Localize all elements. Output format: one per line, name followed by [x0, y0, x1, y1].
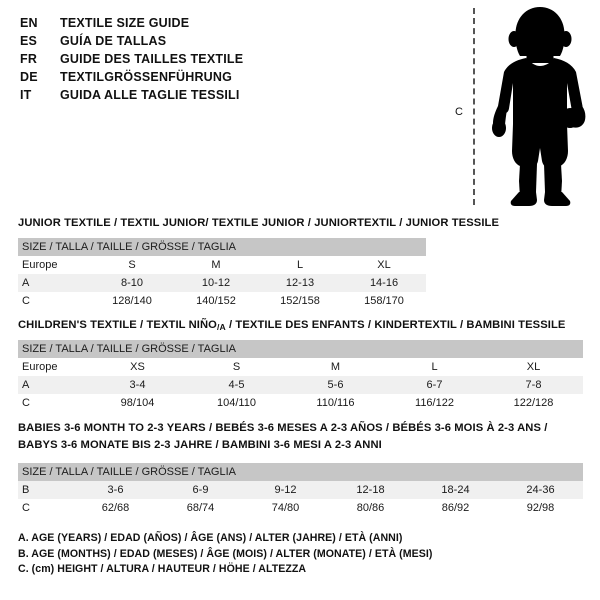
cell: 80/86	[328, 499, 413, 517]
row-label: C	[18, 394, 88, 412]
cell: 62/68	[73, 499, 158, 517]
table-band-children: SIZE / TALLA / TAILLE / GRÖSSE / TAGLIA	[18, 340, 584, 358]
cell: 3-6	[73, 481, 158, 499]
cell: 110/116	[286, 394, 385, 412]
table-row: B 3-6 6-9 9-12 12-18 18-24 24-36	[18, 481, 583, 499]
language-code-fr: FR	[20, 52, 38, 66]
legend-line-a: A. AGE (YEARS) / EDAD (AÑOS) / ÂGE (ANS)…	[18, 532, 403, 544]
size-table-junior: SIZE / TALLA / TAILLE / GRÖSSE / TAGLIA …	[18, 238, 427, 310]
table-row: C 128/140 140/152 152/158 158/170	[18, 292, 427, 310]
cell: 98/104	[88, 394, 187, 412]
language-title-en: TEXTILE SIZE GUIDE	[60, 16, 190, 30]
table-band-babies: SIZE / TALLA / TAILLE / GRÖSSE / TAGLIA	[18, 463, 583, 481]
cell: 116/122	[385, 394, 484, 412]
section-title-babies-line1: BABIES 3-6 MONTH TO 2-3 YEARS / BEBÉS 3-…	[18, 422, 548, 434]
table-row: A 8-10 10-12 12-13 14-16	[18, 274, 427, 292]
cell: 24-36	[498, 481, 583, 499]
language-code-en: EN	[20, 16, 38, 30]
height-reference-figure: C	[450, 0, 600, 212]
cell: XS	[88, 358, 187, 376]
cell: 14-16	[342, 274, 427, 292]
band-label-children: SIZE / TALLA / TAILLE / GRÖSSE / TAGLIA	[18, 340, 584, 358]
cell: M	[174, 256, 258, 274]
cell: L	[385, 358, 484, 376]
cell: 158/170	[342, 292, 427, 310]
legend-line-c: C. (cm) HEIGHT / ALTURA / HAUTEUR / HÖHE…	[18, 563, 307, 575]
row-label: C	[18, 292, 90, 310]
size-table-babies: SIZE / TALLA / TAILLE / GRÖSSE / TAGLIA …	[18, 463, 583, 517]
cell: 6-7	[385, 376, 484, 394]
language-row-fr: FR GUIDE DES TAILLES TEXTILE	[20, 50, 420, 68]
language-title-de: TEXTILGRÖSSENFÜHRUNG	[60, 70, 233, 84]
legend-line-b: B. AGE (MONTHS) / EDAD (MESES) / ÂGE (MO…	[18, 547, 433, 560]
cell: XL	[342, 256, 427, 274]
cell: S	[90, 256, 174, 274]
cell: 6-9	[158, 481, 243, 499]
language-row-en: EN TEXTILE SIZE GUIDE	[20, 14, 420, 32]
cell: 8-10	[90, 274, 174, 292]
table-row: C 62/68 68/74 74/80 80/86 86/92 92/98	[18, 499, 583, 517]
section-title-children-sub: /A	[216, 321, 226, 332]
language-code-it: IT	[20, 88, 32, 102]
row-label: B	[18, 481, 73, 499]
row-label: Europe	[18, 358, 88, 376]
size-table-children: SIZE / TALLA / TAILLE / GRÖSSE / TAGLIA …	[18, 340, 584, 412]
cell: 68/74	[158, 499, 243, 517]
cell: 140/152	[174, 292, 258, 310]
cell: 3-4	[88, 376, 187, 394]
row-label: A	[18, 274, 90, 292]
cell: 10-12	[174, 274, 258, 292]
cell: 74/80	[243, 499, 328, 517]
table-row: Europe S M L XL	[18, 256, 427, 274]
section-title-babies-line2: BABYS 3-6 MONATE BIS 2-3 JAHRE / BAMBINI…	[18, 439, 382, 451]
section-title-children-post: / TEXTILE DES ENFANTS / KINDERTEXTIL / B…	[225, 319, 566, 331]
table-band-junior: SIZE / TALLA / TAILLE / GRÖSSE / TAGLIA	[18, 238, 427, 256]
cell: XL	[484, 358, 584, 376]
language-title-es: GUÍA DE TALLAS	[60, 34, 167, 48]
cell: 18-24	[413, 481, 498, 499]
height-dashed-line	[473, 8, 475, 205]
language-title-fr: GUIDE DES TAILLES TEXTILE	[60, 52, 244, 66]
language-row-de: DE TEXTILGRÖSSENFÜHRUNG	[20, 68, 420, 86]
language-row-es: ES GUÍA DE TALLAS	[20, 32, 420, 50]
cell: 104/110	[187, 394, 286, 412]
cell: 12-18	[328, 481, 413, 499]
cell: 86/92	[413, 499, 498, 517]
child-silhouette-icon	[492, 7, 586, 206]
row-label: C	[18, 499, 73, 517]
band-label-babies: SIZE / TALLA / TAILLE / GRÖSSE / TAGLIA	[18, 463, 583, 481]
row-label: Europe	[18, 256, 90, 274]
language-code-de: DE	[20, 70, 38, 84]
table-row: A 3-4 4-5 5-6 6-7 7-8	[18, 376, 584, 394]
cell: 152/158	[258, 292, 342, 310]
language-title-it: GUIDA ALLE TAGLIE TESSILI	[60, 88, 240, 102]
cell: 9-12	[243, 481, 328, 499]
cell: 4-5	[187, 376, 286, 394]
height-measure-label: C	[455, 106, 463, 118]
table-row: Europe XS S M L XL	[18, 358, 584, 376]
cell: 92/98	[498, 499, 583, 517]
section-title-children-pre: CHILDREN'S TEXTILE / TEXTIL NIÑO	[18, 319, 217, 331]
table-row: C 98/104 104/110 110/116 116/122 122/128	[18, 394, 584, 412]
cell: 122/128	[484, 394, 584, 412]
cell: 5-6	[286, 376, 385, 394]
legend-block: A. AGE (YEARS) / EDAD (AÑOS) / ÂGE (ANS)…	[18, 531, 478, 578]
band-label-junior: SIZE / TALLA / TAILLE / GRÖSSE / TAGLIA	[18, 238, 427, 256]
language-row-it: IT GUIDA ALLE TAGLIE TESSILI	[20, 86, 420, 104]
language-code-es: ES	[20, 34, 38, 48]
cell: 7-8	[484, 376, 584, 394]
cell: 128/140	[90, 292, 174, 310]
section-title-children: CHILDREN'S TEXTILE / TEXTIL NIÑO/A / TEX…	[18, 318, 565, 332]
cell: M	[286, 358, 385, 376]
section-title-junior: JUNIOR TEXTILE / TEXTIL JUNIOR/ TEXTILE …	[18, 217, 500, 229]
cell: L	[258, 256, 342, 274]
cell: S	[187, 358, 286, 376]
row-label: A	[18, 376, 88, 394]
language-title-block: EN TEXTILE SIZE GUIDE ES GUÍA DE TALLAS …	[20, 14, 420, 104]
cell: 12-13	[258, 274, 342, 292]
